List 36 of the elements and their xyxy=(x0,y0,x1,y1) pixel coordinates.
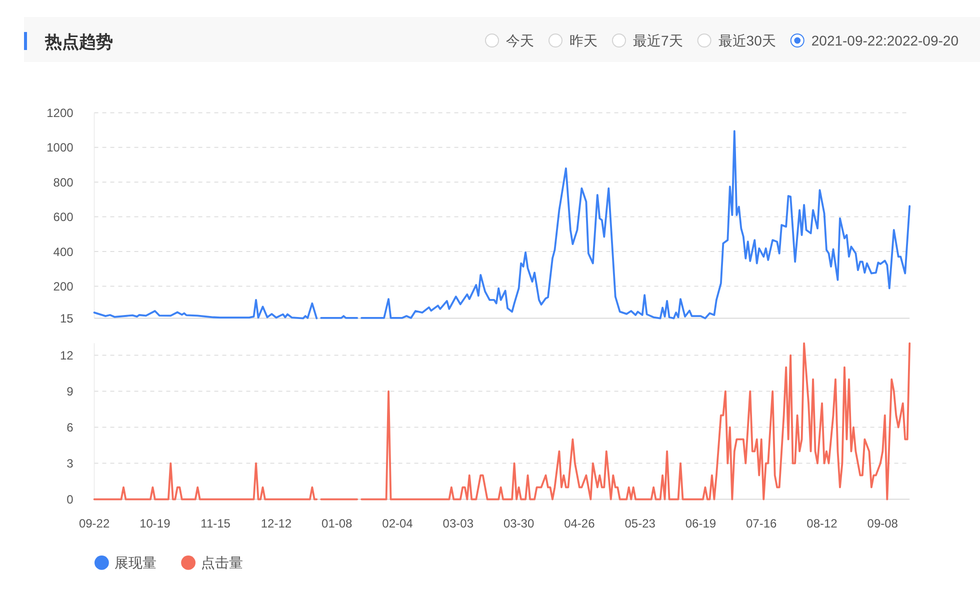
text: 昨天 xyxy=(570,32,598,48)
legend-item: 点击量 xyxy=(181,554,243,571)
chart-subtitle: 2021-09-22:2022-09-20 xyxy=(811,32,959,48)
x-tick-label: 09-22 xyxy=(78,516,110,531)
x-tick-label: 08-12 xyxy=(806,516,838,531)
y-tick-label: 3 xyxy=(66,456,74,471)
y-tick-label: 1200 xyxy=(46,106,74,120)
y-tick-label: 600 xyxy=(53,210,74,224)
y-tick-label: 400 xyxy=(53,244,74,259)
x-tick-label: 06-19 xyxy=(685,516,716,531)
y-tick-label: 12 xyxy=(60,348,74,363)
text: 最近30天 xyxy=(718,32,776,48)
y-tick-label: 0 xyxy=(66,492,74,507)
x-tick-label: 09-08 xyxy=(867,516,898,531)
x-tick-label: 12-12 xyxy=(260,516,292,531)
y-tick-label: 6 xyxy=(66,420,74,435)
chart-title: 热点趋势 xyxy=(44,32,113,52)
legend-label: 点击量 xyxy=(200,554,243,571)
y-tick-label: 9 xyxy=(66,384,74,399)
x-tick-label: 07-16 xyxy=(746,516,778,531)
x-tick-label: 05-23 xyxy=(624,516,656,531)
y-tick-label: 800 xyxy=(53,175,74,190)
x-tick-label: 01-08 xyxy=(322,516,353,531)
x-tick-label: 04-26 xyxy=(564,516,596,531)
legend-label: 展现量 xyxy=(114,554,156,571)
x-tick-label: 11-15 xyxy=(200,516,231,531)
legend-item: 展现量 xyxy=(94,554,156,571)
y-tick-label: 15 xyxy=(60,312,74,326)
x-tick-label: 10-19 xyxy=(140,516,171,531)
text: 今天 xyxy=(506,32,534,48)
x-tick-label: 03-03 xyxy=(442,516,474,531)
text: 最近7天 xyxy=(633,32,683,48)
x-tick-label: 03-30 xyxy=(503,516,534,531)
y-tick-label: 1000 xyxy=(46,140,74,155)
x-tick-label: 02-04 xyxy=(382,516,414,531)
y-tick-label: 200 xyxy=(53,280,74,294)
